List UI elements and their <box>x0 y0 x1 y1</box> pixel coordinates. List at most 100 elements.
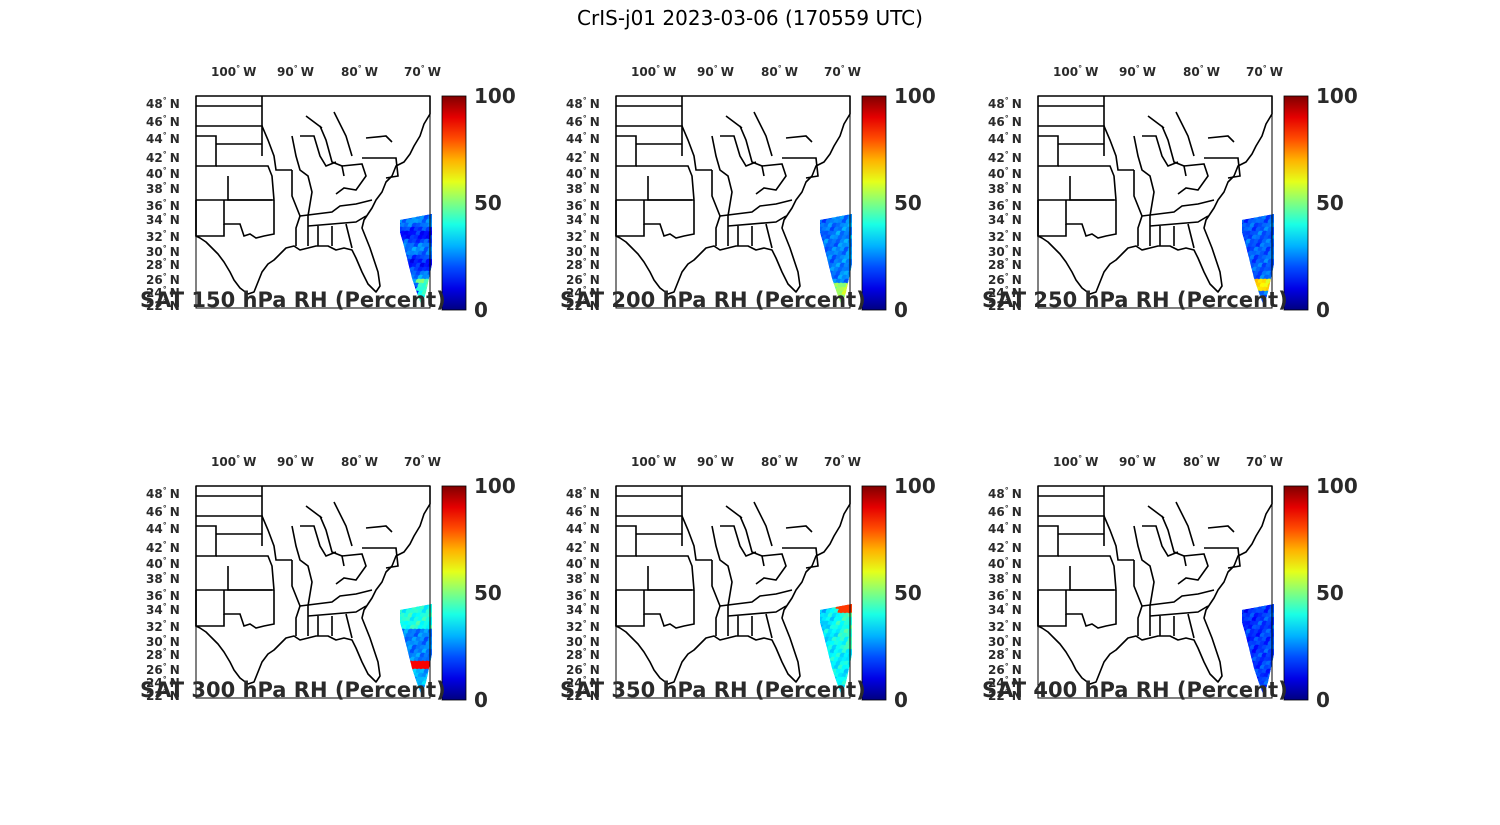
lat-tick-label: 36° N <box>566 198 600 213</box>
state-border <box>785 525 813 533</box>
state-border <box>1147 111 1195 157</box>
state-border <box>1038 135 1059 167</box>
lon-tick-label: 80° W <box>341 454 378 469</box>
state-border <box>1058 143 1117 201</box>
state-border <box>1133 525 1155 636</box>
lat-tick-label: 32° N <box>988 229 1022 244</box>
lon-tick-label: 100° W <box>211 64 256 79</box>
state-border <box>1058 533 1117 591</box>
state-border <box>1161 515 1187 567</box>
figure-title: CrIS-j01 2023-03-06 (170559 UTC) <box>577 6 923 30</box>
lat-tick-label: 44° N <box>988 521 1022 536</box>
state-border <box>291 525 313 636</box>
lat-tick-label: 44° N <box>566 521 600 536</box>
us-coastline <box>195 485 431 685</box>
state-border <box>725 111 773 157</box>
us-coastline <box>195 95 431 295</box>
us-coastline <box>615 95 851 295</box>
state-border <box>1065 590 1117 629</box>
lat-tick-label: 46° N <box>566 114 600 129</box>
colorbar-tick-label: 0 <box>474 298 488 322</box>
colorbar <box>861 485 887 701</box>
lat-tick-label: 30° N <box>988 244 1022 259</box>
lat-tick-label: 22° N <box>988 298 1022 313</box>
lat-tick-label: 28° N <box>566 647 600 662</box>
colorbar-tick-label: 0 <box>474 688 488 712</box>
panel-title: SAT 150 hPa RH (Percent) <box>140 288 446 312</box>
lat-tick-label: 48° N <box>566 96 600 111</box>
lat-tick-label: 42° N <box>988 150 1022 165</box>
state-border <box>1159 613 1195 639</box>
state-border <box>720 135 757 167</box>
lat-tick-label: 28° N <box>146 257 180 272</box>
state-border <box>1149 215 1209 227</box>
colorbar-tick-label: 0 <box>1316 688 1330 712</box>
lon-tick-label: 80° W <box>761 64 798 79</box>
state-border <box>711 135 733 246</box>
lat-tick-label: 48° N <box>146 96 180 111</box>
state-border <box>299 199 373 217</box>
lat-tick-label: 24° N <box>146 285 180 300</box>
lon-tick-label: 70° W <box>404 454 441 469</box>
state-border <box>1142 525 1179 557</box>
state-border <box>616 135 637 167</box>
state-border <box>1103 486 1134 561</box>
state-border <box>216 533 275 591</box>
colorbar <box>861 95 887 311</box>
lon-tick-label: 70° W <box>1246 64 1283 79</box>
state-border <box>1149 605 1209 617</box>
lat-tick-label: 42° N <box>146 540 180 555</box>
state-border <box>1204 157 1241 179</box>
lat-tick-label: 46° N <box>146 504 180 519</box>
lon-tick-label: 90° W <box>1119 64 1156 79</box>
state-border <box>196 135 217 167</box>
lat-tick-label: 22° N <box>146 688 180 703</box>
lon-tick-label: 80° W <box>761 454 798 469</box>
lon-tick-label: 90° W <box>277 64 314 79</box>
state-border <box>1103 96 1134 171</box>
state-border <box>1207 525 1235 533</box>
map-svg: 100° W 90° W 80° W 70° W 48° N 46° N 44° N 42° N40° N38°… <box>146 454 516 712</box>
lat-tick-label: 44° N <box>146 521 180 536</box>
state-border <box>1133 135 1155 246</box>
lat-tick-label: 40° N <box>988 166 1022 181</box>
state-border <box>739 125 765 177</box>
colorbar-tick-label: 100 <box>1316 474 1358 498</box>
lat-tick-label: 24° N <box>566 285 600 300</box>
state-border <box>1147 501 1195 547</box>
state-border <box>305 111 353 157</box>
state-border <box>319 515 345 567</box>
map-panel-300: 100° W 90° W 80° W 70° W 48° N 46° N 44° N 42° N 40° N 38°… <box>140 450 540 750</box>
colorbar-tick-label: 0 <box>1316 298 1330 322</box>
state-border <box>1177 553 1209 585</box>
state-border <box>1141 199 1215 217</box>
state-border <box>711 525 733 636</box>
state-border <box>335 163 367 195</box>
lon-tick-label: 80° W <box>1183 454 1220 469</box>
lat-tick-label: 30° N <box>988 634 1022 649</box>
lat-tick-label: 22° N <box>988 688 1022 703</box>
lat-tick-label: 24° N <box>566 675 600 690</box>
lat-tick-label: 46° N <box>988 114 1022 129</box>
lat-tick-label: 44° N <box>988 131 1022 146</box>
state-border <box>1065 200 1117 239</box>
lat-tick-label: 34° N <box>146 212 180 227</box>
lat-tick-label: 38° N <box>146 571 180 586</box>
colorbar-tick-label: 50 <box>894 191 922 215</box>
lat-tick-label: 36° N <box>988 588 1022 603</box>
colorbar-tick-label: 50 <box>474 191 502 215</box>
colorbar-tick-label: 50 <box>1316 581 1344 605</box>
state-border <box>365 525 393 533</box>
lat-tick-label: 44° N <box>146 131 180 146</box>
map-panel-250: 100° W 90° W 80° W 70° W 48° N 46° N 44° N 42° N 40° N 38°… <box>982 60 1382 360</box>
panel-title: SAT 350 hPa RH (Percent) <box>560 678 866 702</box>
lat-tick-label: 40° N <box>566 556 600 571</box>
lat-tick-label: 26° N <box>988 662 1022 677</box>
lon-tick-label: 70° W <box>824 454 861 469</box>
lat-tick-label: 26° N <box>566 272 600 287</box>
state-border <box>755 163 787 195</box>
state-border <box>317 223 353 249</box>
lat-tick-label: 22° N <box>146 298 180 313</box>
map-svg: 100° W 90° W 80° W 70° W 48° N 46° N 44° N 42° N40° N38°… <box>988 454 1358 712</box>
colorbar-tick-label: 100 <box>894 84 936 108</box>
